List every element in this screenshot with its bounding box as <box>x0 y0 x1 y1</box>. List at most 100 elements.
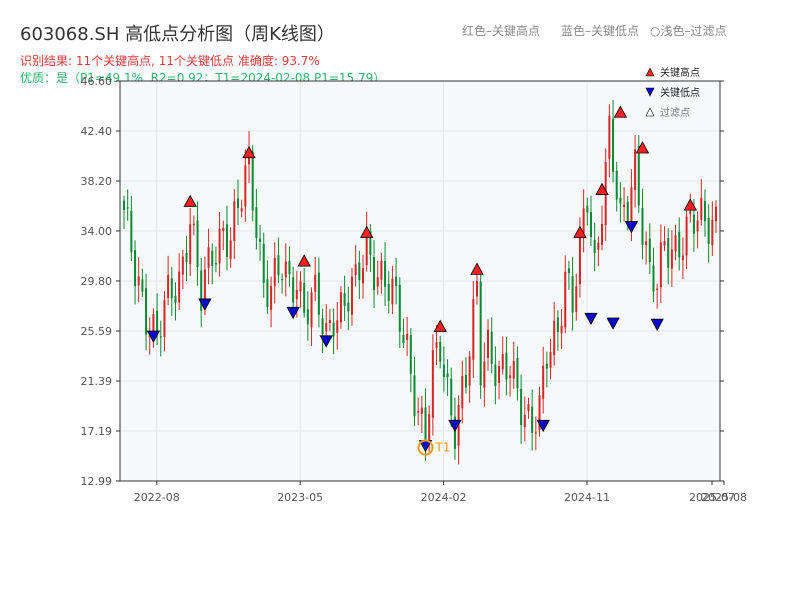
candle-body <box>567 268 570 274</box>
result-summary: 识别结果: 11个关键高点, 11个关键低点 准确度: 93.7% <box>20 54 320 68</box>
candle-body <box>534 432 537 434</box>
candle-body <box>361 268 365 284</box>
candle-body <box>630 187 633 224</box>
candle-body <box>306 309 309 325</box>
candle-body <box>240 208 243 212</box>
candle-body <box>685 216 688 256</box>
candle-body <box>641 207 644 245</box>
page-title: 603068.SH 高低点分析图（周K线图） <box>20 24 335 45</box>
y-tick-label: 42.40 <box>81 125 113 138</box>
candle-body <box>656 288 659 290</box>
candle-body <box>314 274 317 292</box>
candle-body <box>509 375 512 378</box>
candle-body <box>490 331 493 364</box>
candle-body <box>273 257 276 286</box>
candle-body <box>549 351 552 368</box>
candle-body <box>645 241 648 246</box>
x-tick-label: 2025-08 <box>701 491 747 504</box>
candle-body <box>303 282 306 313</box>
candle-body <box>501 354 504 370</box>
candle-body <box>619 197 622 204</box>
legend-filtered-note: ○浅色–过滤点 <box>650 22 727 39</box>
candle-body <box>174 295 177 303</box>
candle-body <box>211 250 214 266</box>
candle-body <box>336 320 339 333</box>
candle-body <box>292 277 295 303</box>
key-high-marker <box>360 225 374 238</box>
candle-body <box>689 211 692 214</box>
candle-body <box>284 261 287 278</box>
candle-body <box>122 200 126 211</box>
candle-body <box>406 333 409 340</box>
key-high-marker <box>573 225 587 238</box>
candle-body <box>696 220 699 232</box>
key-low-marker <box>448 419 462 433</box>
candle-body <box>586 205 589 213</box>
candle-body <box>229 240 232 260</box>
candle-body <box>707 217 710 244</box>
candle-body <box>435 342 438 348</box>
candle-body <box>130 210 133 253</box>
legend-high-icon <box>645 67 655 77</box>
candle-body <box>189 224 192 265</box>
candle-body <box>310 292 313 328</box>
candle-body <box>424 407 427 447</box>
candle-body <box>409 335 412 374</box>
candle-body <box>328 319 331 324</box>
candle-body <box>678 231 681 258</box>
key-high-marker <box>183 194 197 207</box>
candle-body <box>420 407 423 414</box>
key-low-marker <box>146 330 161 343</box>
candle-body <box>439 341 442 362</box>
candle-body <box>145 288 148 335</box>
candle-body <box>623 204 626 208</box>
candle-body <box>538 395 541 430</box>
candle-body <box>163 300 166 337</box>
candle-body <box>428 414 431 445</box>
candle-body <box>553 320 556 356</box>
candle-body <box>156 310 159 334</box>
candle-body <box>564 271 567 328</box>
candle-body <box>670 249 673 269</box>
candle-body <box>350 276 353 315</box>
candle-body <box>159 336 162 338</box>
candle-body <box>222 227 225 232</box>
candle-body <box>262 243 265 283</box>
candle-body <box>674 235 677 252</box>
candle-body <box>681 255 684 261</box>
candle-body <box>288 260 291 275</box>
candle-body <box>659 242 662 288</box>
candle-body <box>520 388 523 425</box>
candle-body <box>483 361 486 388</box>
y-tick-label: 25.59 <box>81 325 113 338</box>
candle-body <box>516 357 519 389</box>
candle-body <box>134 250 137 287</box>
candle-body <box>185 252 188 263</box>
legend-low-label: 关键低点 <box>660 86 700 99</box>
candle-body <box>141 279 144 292</box>
candle-body <box>523 414 526 428</box>
candle-body <box>354 264 357 276</box>
candle-body <box>601 224 604 245</box>
key-low-marker <box>286 306 300 320</box>
candle-body <box>700 197 703 220</box>
candle-body <box>277 255 280 276</box>
candle-body <box>472 299 475 360</box>
candle-body <box>343 293 346 306</box>
key-high-marker <box>683 198 697 211</box>
candle-body <box>475 281 479 297</box>
candle-body <box>200 270 203 311</box>
candle-body <box>692 214 695 234</box>
candle-body <box>391 278 394 305</box>
candle-body <box>387 284 390 301</box>
key-high-marker <box>433 319 447 332</box>
candle-body <box>266 279 269 308</box>
legend-red-high-note: 红色–关键高点 <box>462 24 541 38</box>
candle-body <box>615 170 618 200</box>
candle-body <box>281 278 284 281</box>
t1-circle <box>417 439 434 456</box>
y-tick-label: 17.19 <box>81 425 113 438</box>
candle-body <box>634 149 637 190</box>
candle-body <box>203 269 206 310</box>
